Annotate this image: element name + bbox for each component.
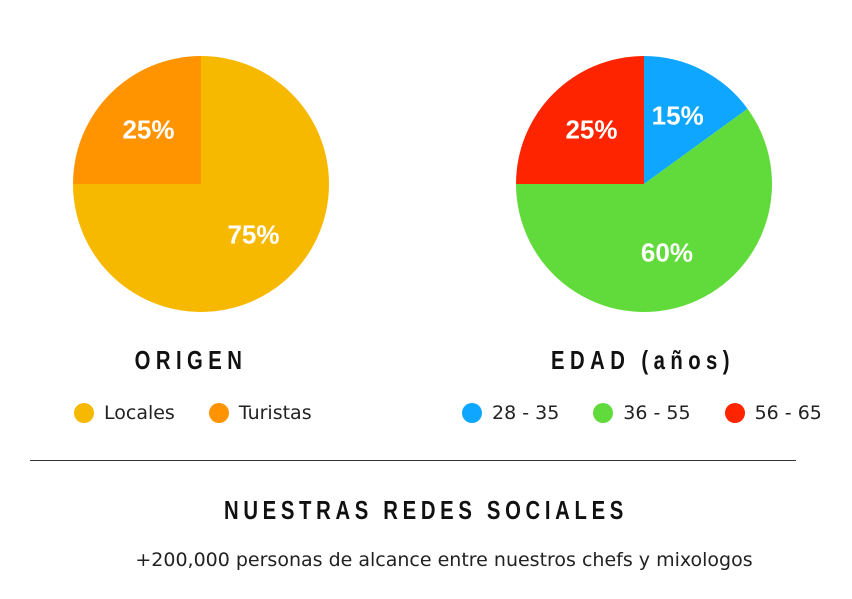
legend-swatch: [74, 403, 94, 423]
pie-chart-origen: 75% 25%: [73, 56, 329, 312]
legend-item-28-35: 28 - 35: [462, 402, 559, 424]
legend-swatch: [593, 403, 613, 423]
legend-label: Turistas: [239, 402, 312, 424]
chart-title-origen: ORIGEN: [97, 340, 284, 380]
legend-label: 28 - 35: [492, 402, 559, 424]
legend-item-36-55: 36 - 55: [593, 402, 690, 424]
legend-label: 36 - 55: [623, 402, 690, 424]
data-label-turistas: 25%: [122, 114, 174, 144]
legend-swatch: [209, 403, 229, 423]
legend-swatch: [462, 403, 482, 423]
data-label-locales: 75%: [227, 219, 279, 249]
social-reach-subtitle: +200,000 personas de alcance entre nuest…: [0, 546, 852, 574]
legend-item-locales: Locales: [74, 402, 175, 424]
section-divider: [30, 460, 796, 461]
legend-label: 56 - 65: [755, 402, 822, 424]
legend-label: Locales: [104, 402, 175, 424]
legend-item-turistas: Turistas: [209, 402, 312, 424]
legend-origen: Locales Turistas: [74, 399, 312, 427]
legend-item-56-65: 56 - 65: [725, 402, 822, 424]
legend-swatch: [725, 403, 745, 423]
social-section-title: NUESTRAS REDES SOCIALES: [94, 488, 759, 532]
data-label-36-55: 60%: [641, 237, 693, 267]
pie-chart-edad: 15% 60% 25%: [516, 56, 772, 312]
legend-edad: 28 - 35 36 - 55 56 - 65: [462, 399, 822, 427]
data-label-56-65: 25%: [565, 114, 617, 144]
data-label-28-35: 15%: [652, 101, 704, 131]
chart-title-edad: EDAD (años): [546, 340, 741, 380]
